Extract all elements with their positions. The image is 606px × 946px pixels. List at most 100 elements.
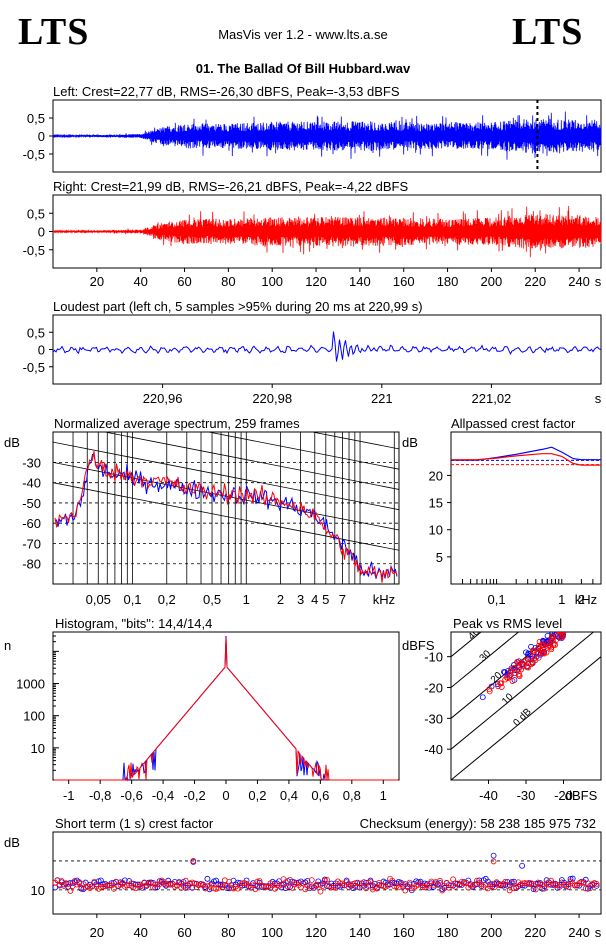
checksum-text: Checksum (energy): 58 238 185 975 732: [360, 816, 596, 831]
short-term-crest-xtick-label: 80: [221, 925, 235, 940]
short-term-crest-point-blue: [204, 875, 211, 882]
average-spectrum-xtick-label: 0,05: [86, 592, 111, 607]
short-term-crest-point-red: [252, 886, 259, 893]
short-term-crest-ylabel: dB: [4, 835, 20, 850]
short-term-crest-point-red: [424, 882, 430, 889]
peak-vs-rms-crest-line: [451, 656, 601, 780]
left-waveform-ytick-label: 0: [38, 129, 45, 144]
short-term-crest-point-red: [367, 879, 374, 885]
short-term-crest-point-red: [391, 883, 398, 890]
histogram-xtick-label: 1: [380, 788, 387, 803]
loudest-part-trace: [52, 331, 601, 362]
right-waveform-xunit: s: [595, 274, 602, 289]
checksum-label: Checksum (energy):: [360, 816, 481, 831]
allpassed-crest-ytick-label: 15: [429, 496, 443, 511]
short-term-crest-point-red: [287, 877, 293, 883]
short-term-crest-point-red: [593, 880, 600, 887]
peak-vs-rms-point-blue: [494, 681, 501, 688]
peak-vs-rms-point-red: [530, 647, 536, 654]
short-term-crest-point-red: [582, 885, 589, 892]
short-term-crest-point-red: [197, 881, 204, 888]
file-title: 01. The Ballad Of Bill Hubbard.wav: [195, 61, 411, 76]
short-term-crest-point-red: [152, 881, 159, 888]
short-term-crest-point-red: [406, 879, 413, 886]
allpassed-crest-ylabel: dB: [402, 435, 418, 450]
histogram-ytick-label: 100: [23, 709, 45, 724]
short-term-crest-point-blue: [224, 885, 230, 892]
peak-vs-rms-point-red: [529, 659, 536, 666]
short-term-crest-point-red: [317, 888, 324, 895]
peak-vs-rms-crest-line: [451, 632, 595, 750]
average-spectrum-title: Normalized average spectrum, 259 frames: [54, 416, 300, 431]
histogram-frame: [52, 631, 400, 781]
peak-vs-rms-ytick-label: -30: [424, 711, 443, 726]
left-waveform-trace: [52, 111, 602, 160]
peak-vs-rms-crest-label: 10: [500, 691, 516, 707]
allpassed-crest-xtick-label: 2: [578, 592, 585, 607]
average-spectrum-ylabel: dB: [4, 435, 20, 450]
peak-vs-rms-point-red: [498, 680, 505, 687]
loudest-part-ytick-label: 0,5: [27, 325, 45, 340]
histogram-series-red: [54, 637, 398, 782]
short-term-crest-title: Short term (1 s) crest factor: [55, 816, 214, 831]
short-term-crest-point-red: [328, 884, 335, 891]
short-term-crest-point-red: [443, 879, 450, 886]
short-term-crest-point-red: [278, 881, 285, 888]
short-term-crest-outlier-blue: [519, 862, 525, 869]
short-term-crest-point-red: [330, 884, 337, 891]
short-term-crest-point-red: [513, 884, 520, 891]
left-waveform-ytick-label: -0,5: [23, 147, 45, 162]
short-term-crest-point-red: [145, 880, 152, 887]
peak-vs-rms-point-red: [509, 678, 516, 684]
short-term-crest-ytick-label: 10: [31, 883, 45, 898]
short-term-crest-point-red: [408, 885, 415, 892]
average-spectrum-frame: [52, 431, 400, 585]
peak-vs-rms-point-blue: [479, 694, 486, 701]
peak-vs-rms-point-red: [510, 665, 517, 671]
short-term-crest-point-red: [389, 877, 396, 884]
allpassed-crest-frame: [450, 431, 602, 585]
average-spectrum-slope-line: [206, 432, 399, 470]
short-term-crest-point-red: [508, 880, 515, 887]
allpassed-crest-series-blue: [451, 446, 601, 461]
peak-vs-rms-ytick-label: -40: [424, 742, 443, 757]
lts-logo-right: LTS: [512, 11, 584, 53]
short-term-crest-point-red: [256, 878, 263, 885]
short-term-crest-point-red: [437, 877, 443, 884]
short-term-crest-point-red: [176, 879, 183, 886]
average-spectrum-xtick-label: 7: [339, 592, 346, 607]
short-term-crest-xtick-label: 220: [524, 925, 546, 940]
average-spectrum-slope-line: [102, 432, 399, 490]
average-spectrum-ytick-label: -40: [22, 476, 41, 491]
short-term-crest-point-red: [254, 878, 261, 885]
short-term-crest-point-red: [541, 885, 548, 892]
short-term-crest-point-red: [532, 886, 539, 893]
short-term-crest-point-red: [239, 880, 246, 887]
average-spectrum-slope-line: [53, 321, 399, 389]
average-spectrum-slope-line: [310, 432, 399, 450]
peak-vs-rms-xtick-label: -30: [517, 788, 536, 803]
peak-vs-rms-point-red: [525, 660, 532, 667]
short-term-crest-xtick-label: 240: [568, 925, 590, 940]
short-term-crest-point-red: [63, 881, 69, 887]
short-term-crest-point-blue: [304, 878, 311, 884]
short-term-crest-point-red: [439, 887, 446, 894]
short-term-crest-point-red: [463, 879, 470, 886]
right-waveform-xtick-label: 80: [221, 274, 235, 289]
short-term-crest-xunit: s: [595, 925, 602, 940]
average-spectrum-xtick-label: 0,5: [203, 592, 221, 607]
short-term-crest-point-red: [106, 882, 113, 889]
right-waveform-xtick-label: 180: [437, 274, 459, 289]
peak-vs-rms-point-red: [548, 644, 555, 651]
short-term-crest-point-red: [450, 876, 457, 883]
average-spectrum-xtick-label: 2: [277, 592, 284, 607]
loudest-part-xtick-label: 220,98: [252, 391, 292, 406]
peak-vs-rms-point-red: [529, 649, 536, 656]
short-term-crest-point-red: [58, 878, 65, 884]
peak-vs-rms-point-red: [498, 684, 505, 690]
histogram-title: Histogram, "bits": 14,4/14,4: [55, 616, 212, 631]
peak-vs-rms-xtick-label: -40: [479, 788, 498, 803]
short-term-crest-point-red: [154, 881, 161, 888]
peak-vs-rms-point-red: [518, 666, 525, 673]
